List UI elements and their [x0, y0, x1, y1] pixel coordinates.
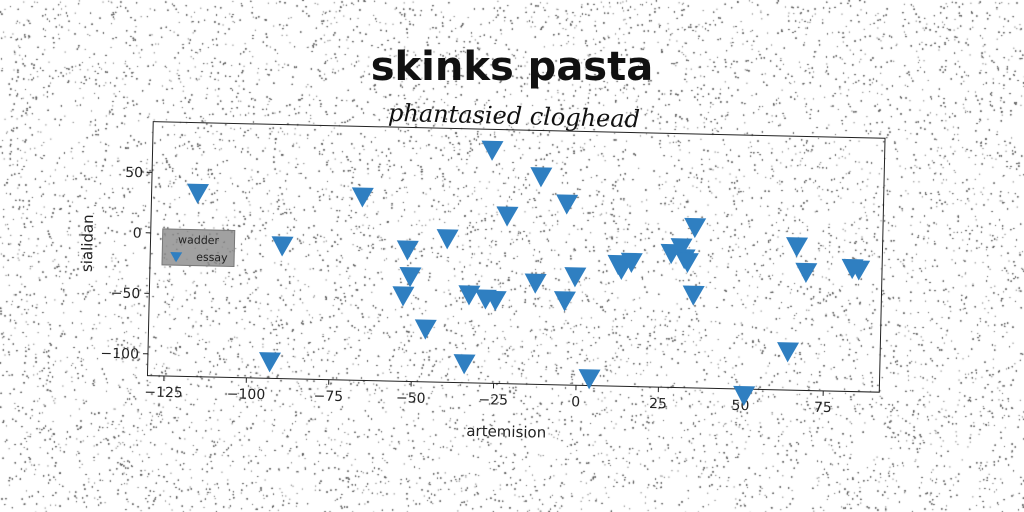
data-point	[524, 273, 547, 294]
data-point	[777, 342, 800, 363]
x-tick-label: 25	[649, 396, 667, 412]
data-point	[351, 187, 374, 208]
data-points	[186, 140, 871, 407]
data-point	[620, 252, 643, 273]
x-tick-label: −50	[396, 390, 426, 407]
y-tick-label: −100	[100, 346, 139, 363]
data-point	[436, 229, 459, 250]
x-tick-label: −125	[144, 385, 183, 402]
data-point	[496, 206, 519, 227]
data-point	[271, 236, 294, 257]
legend: wadder essay	[161, 228, 236, 268]
x-tick-label: 0	[571, 394, 580, 410]
data-point	[186, 183, 209, 204]
x-tick-label: −100	[227, 386, 266, 403]
data-point	[786, 237, 809, 258]
x-axis: −125 −100 −75 −50 −25 0 25 50 75	[144, 375, 832, 416]
data-point	[564, 267, 587, 288]
data-point	[578, 369, 601, 390]
y-tick-label: 50	[125, 165, 143, 181]
x-tick-label: −75	[313, 388, 343, 405]
x-tick-label: 75	[814, 400, 832, 416]
y-tick-label: −50	[111, 285, 141, 302]
legend-marker	[170, 252, 183, 263]
data-point	[399, 267, 422, 288]
data-point	[396, 240, 419, 261]
data-point	[453, 354, 476, 375]
data-point	[848, 260, 871, 281]
data-point	[481, 140, 504, 161]
legend-entry-essay: essay	[196, 251, 228, 265]
data-point	[676, 252, 699, 274]
x-axis-label: artemision	[466, 422, 546, 442]
data-point	[733, 385, 756, 407]
data-point	[392, 286, 415, 307]
data-point	[795, 262, 818, 283]
data-point	[484, 290, 507, 311]
x-tick-label: −25	[478, 392, 508, 409]
data-point	[684, 217, 707, 239]
legend-title: wadder	[178, 233, 220, 247]
data-point	[458, 285, 481, 306]
y-tick-label: 0	[133, 225, 142, 241]
plot-frame	[146, 121, 886, 393]
y-axis-label: sialidan	[78, 214, 97, 272]
chart-title: skinks pasta	[371, 44, 653, 90]
data-point	[530, 167, 553, 188]
data-point	[259, 352, 282, 373]
data-point	[553, 291, 576, 312]
data-point	[682, 285, 705, 306]
data-point	[670, 238, 693, 259]
data-point	[556, 194, 579, 215]
data-point	[414, 319, 437, 340]
legend-box	[161, 228, 236, 268]
y-axis: 50 0 −50 −100	[100, 165, 153, 363]
